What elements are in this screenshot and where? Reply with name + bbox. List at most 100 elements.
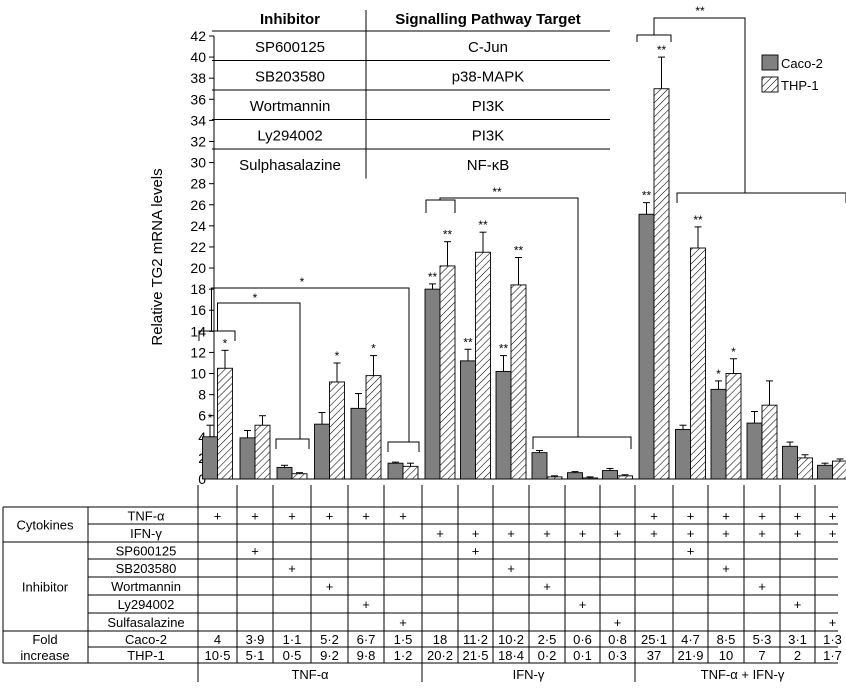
significance-marker: ** — [657, 43, 667, 57]
row-label: Sulfasalazine — [107, 615, 184, 630]
bar-caco2 — [602, 470, 618, 480]
y-tick-label: 34 — [190, 112, 206, 128]
y-tick-label: 32 — [190, 133, 206, 149]
x-group-label: TNF-α — [291, 667, 329, 682]
fold-value: 6·7 — [357, 632, 376, 647]
fold-value: 21·9 — [677, 648, 703, 663]
bar-thp1 — [402, 465, 419, 480]
bracket-label: ** — [695, 4, 705, 18]
condition-mark: + — [214, 509, 222, 524]
inset-inhibitor: Wortmannin — [250, 98, 331, 115]
bar-caco2 — [424, 288, 441, 480]
bar-thp1 — [217, 367, 233, 480]
bar-thp1 — [761, 404, 778, 480]
y-tick-label: 16 — [190, 302, 206, 318]
inset-header: Inhibitor — [260, 11, 320, 28]
condition-mark: + — [829, 509, 837, 524]
y-tick-label: 8 — [198, 387, 206, 403]
condition-mark: + — [507, 561, 515, 576]
condition-mark: + — [829, 615, 837, 630]
y-tick-label: 6 — [198, 408, 206, 424]
legend-label: THP-1 — [781, 78, 819, 93]
row-label: SP600125 — [116, 544, 177, 559]
bar-caco2 — [460, 360, 476, 480]
bar-thp1 — [690, 247, 706, 480]
bar-caco2 — [675, 428, 691, 480]
significance-marker: * — [208, 411, 213, 425]
condition-mark: + — [472, 526, 480, 541]
bracket-line — [532, 436, 632, 449]
fold-value: 1·1 — [283, 632, 302, 647]
bracket-line — [425, 199, 456, 213]
fold-value: 9·2 — [320, 648, 339, 663]
row-group-label: Fold — [32, 632, 57, 647]
condition-mark: + — [399, 509, 407, 524]
condition-mark: + — [794, 509, 802, 524]
condition-mark: + — [326, 509, 334, 524]
y-tick-label: 22 — [190, 239, 206, 255]
bar-thp1 — [653, 88, 670, 480]
legend-label: Caco-2 — [781, 56, 823, 71]
bar-caco2 — [314, 423, 330, 480]
fold-value: 1·2 — [394, 648, 413, 663]
row-label: SB203580 — [116, 561, 177, 576]
inset-table: Inhibitor Signalling Pathway Target SP6001… — [212, 10, 610, 179]
fold-value: 21·5 — [462, 648, 488, 663]
significance-marker: * — [731, 345, 736, 359]
fold-value: 10 — [719, 648, 733, 663]
fold-value: 25·1 — [641, 632, 667, 647]
y-tick-label: 30 — [190, 155, 206, 171]
condition-mark: + — [579, 597, 587, 612]
significance-marker: * — [335, 349, 340, 363]
bar-thp1 — [582, 477, 598, 480]
bar-caco2 — [817, 464, 833, 480]
condition-mark: + — [829, 526, 837, 541]
condition-mark: + — [251, 544, 259, 559]
fold-value: 1·5 — [394, 632, 413, 647]
bar-caco2 — [350, 407, 367, 480]
bar-caco2 — [567, 472, 583, 480]
bar-thp1 — [725, 373, 742, 480]
significance-marker: * — [716, 367, 721, 381]
fold-value: 9·8 — [357, 648, 376, 663]
condition-mark: + — [687, 526, 695, 541]
y-tick-label: 36 — [190, 91, 206, 107]
condition-mark: + — [687, 544, 695, 559]
condition-mark: + — [650, 526, 658, 541]
fold-value: 0·6 — [573, 632, 592, 647]
bar-caco2 — [495, 370, 512, 480]
significance-marker: ** — [693, 213, 703, 227]
fold-value: 4·7 — [681, 632, 700, 647]
y-tick-label: 18 — [190, 281, 206, 297]
significance-marker: ** — [499, 342, 509, 356]
condition-mark: + — [614, 526, 622, 541]
fold-value: 4 — [214, 632, 221, 647]
bracket-label: * — [253, 291, 258, 305]
y-tick-label: 38 — [190, 70, 206, 86]
bar-thp1 — [510, 284, 527, 480]
bracket-line — [217, 302, 301, 439]
y-tick-label: 24 — [190, 218, 206, 234]
condition-mark: + — [472, 544, 480, 559]
fold-value: 0·3 — [608, 648, 627, 663]
condition-mark: + — [288, 509, 296, 524]
condition-mark: + — [758, 509, 766, 524]
bar-caco2 — [638, 213, 655, 480]
significance-marker: ** — [478, 218, 488, 232]
condition-mark: + — [362, 509, 370, 524]
row-label: Wortmannin — [111, 579, 181, 594]
bar-thp1 — [365, 375, 382, 480]
condition-mark: + — [722, 526, 730, 541]
significance-brackets: ****** — [198, 4, 846, 452]
fold-value: 11·2 — [463, 632, 488, 647]
condition-mark: + — [650, 509, 658, 524]
condition-mark: + — [543, 579, 551, 594]
bar-caco2 — [239, 437, 256, 480]
significance-marker: ** — [463, 335, 473, 349]
condition-mark: + — [722, 561, 730, 576]
fold-value: 0·1 — [573, 648, 592, 663]
condition-mark: + — [288, 561, 296, 576]
significance-marker: ** — [514, 244, 524, 258]
inset-target: PI3K — [472, 128, 505, 145]
